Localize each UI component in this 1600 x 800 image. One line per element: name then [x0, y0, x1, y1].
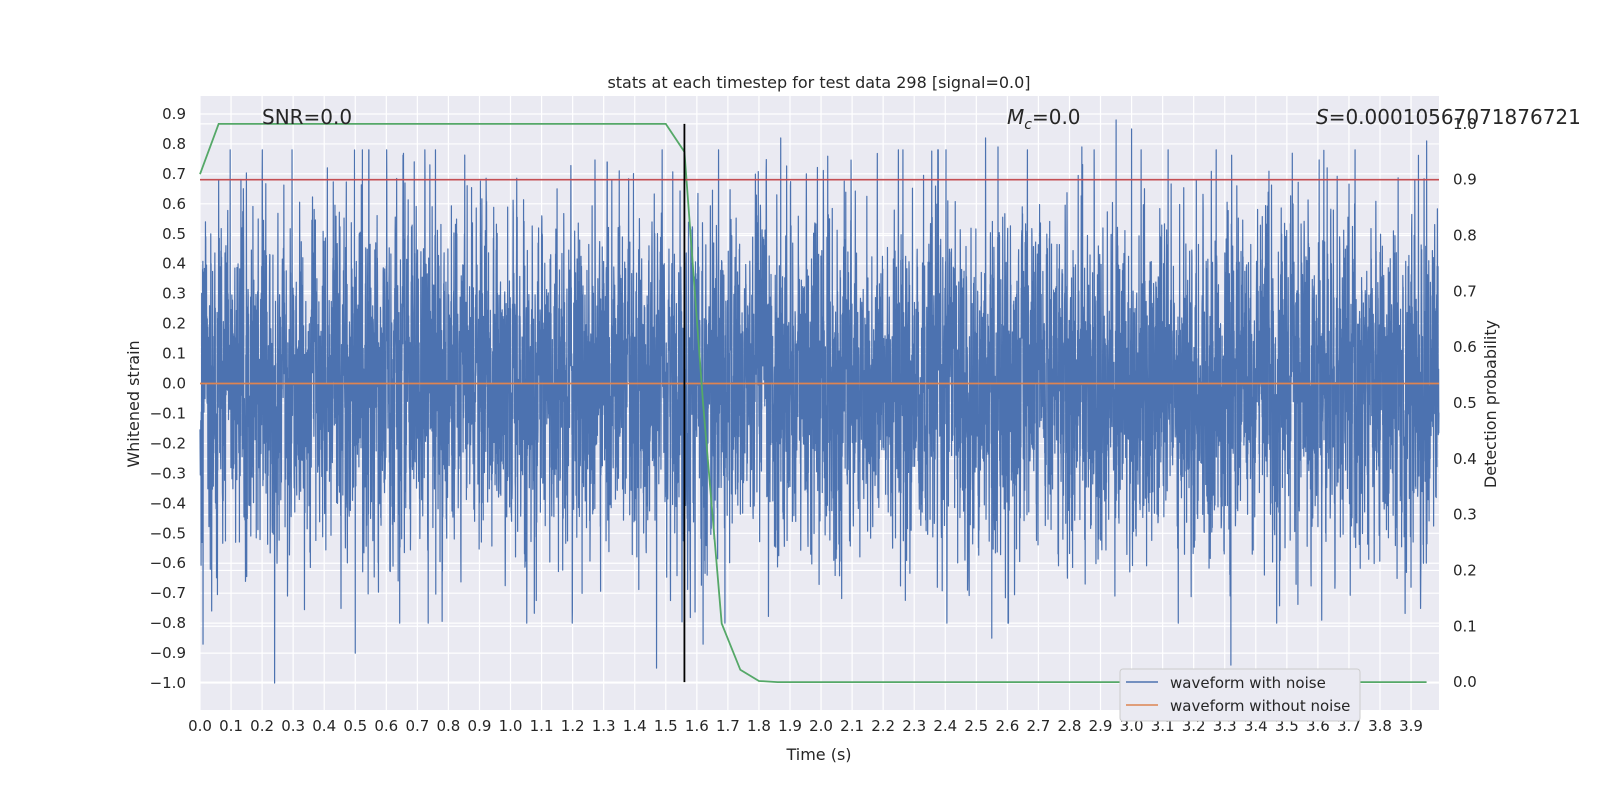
y-tick-label: 0.0 — [162, 375, 186, 393]
legend: waveform with noise waveform without noi… — [1119, 668, 1361, 722]
x-tick-label: 1.8 — [747, 717, 771, 735]
y-tick-label: −0.9 — [150, 644, 186, 662]
x-axis-label: Time (s) — [785, 745, 851, 764]
x-tick-label: 0.4 — [312, 717, 336, 735]
s-symbol: S — [1316, 105, 1329, 129]
y-tick-label: −0.4 — [150, 494, 186, 512]
y-tick-label: 0.5 — [162, 225, 186, 243]
x-tick-label: 0.3 — [281, 717, 305, 735]
x-tick-label: 2.2 — [871, 717, 895, 735]
y-tick-label: 0.8 — [162, 135, 186, 153]
x-tick-label: 1.0 — [499, 717, 523, 735]
y-tick-label: 0.2 — [162, 315, 186, 333]
x-tick-label: 2.3 — [902, 717, 926, 735]
s-annotation: S=0.00010567071876721 — [1316, 105, 1581, 129]
x-tick-label: 0.5 — [343, 717, 367, 735]
y2-tick-label: 0.9 — [1453, 171, 1477, 189]
chirp-mass-annotation: Mc=0.0 — [1007, 105, 1081, 133]
y2-tick-label: 0.3 — [1453, 506, 1477, 524]
x-tick-label: 2.1 — [840, 717, 864, 735]
reference-lines — [200, 123, 1439, 683]
noisy-waveform-line — [199, 119, 1440, 684]
x-tick-label: 2.6 — [995, 717, 1019, 735]
chart-title: stats at each timestep for test data 298… — [607, 73, 1030, 92]
y-tick-labels: 0.9 0.8 0.7 0.6 0.5 0.4 0.3 0.2 0.1 0.0 −0.1 −0.2 −0… — [150, 105, 186, 692]
x-tick-label: 1.6 — [685, 717, 709, 735]
x-tick-label: 2.5 — [964, 717, 988, 735]
mc-symbol: M — [1007, 105, 1024, 129]
x-tick-label: 0.2 — [250, 717, 274, 735]
y-tick-label: −0.1 — [150, 404, 186, 422]
y-tick-label: −0.8 — [150, 614, 186, 632]
y-tick-label: −0.2 — [150, 434, 186, 452]
y2-tick-label: 0.5 — [1453, 394, 1477, 412]
legend-label-waveform-without-noise: waveform without noise — [1170, 697, 1350, 715]
y-tick-label: 0.4 — [162, 255, 186, 273]
x-tick-label: 2.8 — [1058, 717, 1082, 735]
x-tick-label: 0.8 — [436, 717, 460, 735]
x-tick-label: 0.6 — [374, 717, 398, 735]
x-tick-label: 0.0 — [188, 717, 212, 735]
y2-axis-label: Detection probability — [1481, 320, 1500, 488]
x-tick-label: 1.5 — [654, 717, 678, 735]
legend-box — [1119, 668, 1361, 722]
x-tick-label: 0.1 — [219, 717, 243, 735]
x-tick-label: 1.7 — [716, 717, 740, 735]
y-tick-label: −0.7 — [150, 584, 186, 602]
y-tick-label: 0.3 — [162, 285, 186, 303]
y2-tick-label: 0.7 — [1453, 282, 1477, 300]
x-tick-label: 0.9 — [468, 717, 492, 735]
mc-subscript: c — [1024, 117, 1032, 133]
y-tick-label: 0.9 — [162, 105, 186, 123]
y-tick-label: −0.3 — [150, 464, 186, 482]
y2-tick-label: 0.1 — [1453, 617, 1477, 635]
y2-tick-label: 0.4 — [1453, 450, 1477, 468]
y-axis-label: Whitened strain — [124, 340, 143, 467]
y2-tick-label: 1.0 — [1453, 115, 1477, 133]
x-tick-label: 3.9 — [1399, 717, 1423, 735]
snr-annotation: SNR=0.0 — [262, 105, 352, 129]
x-tick-label: 1.9 — [778, 717, 802, 735]
x-tick-label: 2.7 — [1026, 717, 1050, 735]
y2-tick-label: 0.8 — [1453, 227, 1477, 245]
y2-tick-label: 0.2 — [1453, 561, 1477, 579]
x-tick-label: 1.3 — [592, 717, 616, 735]
series-waveform-with-noise — [199, 119, 1440, 684]
y2-tick-labels: 1.0 0.9 0.8 0.7 0.6 0.5 0.4 0.3 0.2 0.1 0.0 — [1453, 115, 1477, 691]
x-tick-label: 0.7 — [405, 717, 429, 735]
x-tick-label: 2.0 — [809, 717, 833, 735]
x-tick-label: 1.1 — [530, 717, 554, 735]
y-tick-label: 0.6 — [162, 195, 186, 213]
y-tick-label: 0.7 — [162, 165, 186, 183]
s-value: =0.00010567071876721 — [1329, 105, 1581, 129]
y-tick-label: 0.1 — [162, 345, 186, 363]
x-tick-label: 3.8 — [1368, 717, 1392, 735]
x-tick-label: 1.2 — [561, 717, 585, 735]
y-tick-label: −0.6 — [150, 554, 186, 572]
y-tick-label: −0.5 — [150, 524, 186, 542]
x-tick-label: 1.4 — [623, 717, 647, 735]
y2-tick-label: 0.0 — [1453, 673, 1477, 691]
mc-value: =0.0 — [1032, 105, 1081, 129]
x-tick-label: 2.9 — [1089, 717, 1113, 735]
y-tick-label: −1.0 — [150, 674, 186, 692]
x-tick-label: 2.4 — [933, 717, 957, 735]
legend-label-waveform-with-noise: waveform with noise — [1170, 674, 1326, 692]
y2-tick-label: 0.6 — [1453, 338, 1477, 356]
